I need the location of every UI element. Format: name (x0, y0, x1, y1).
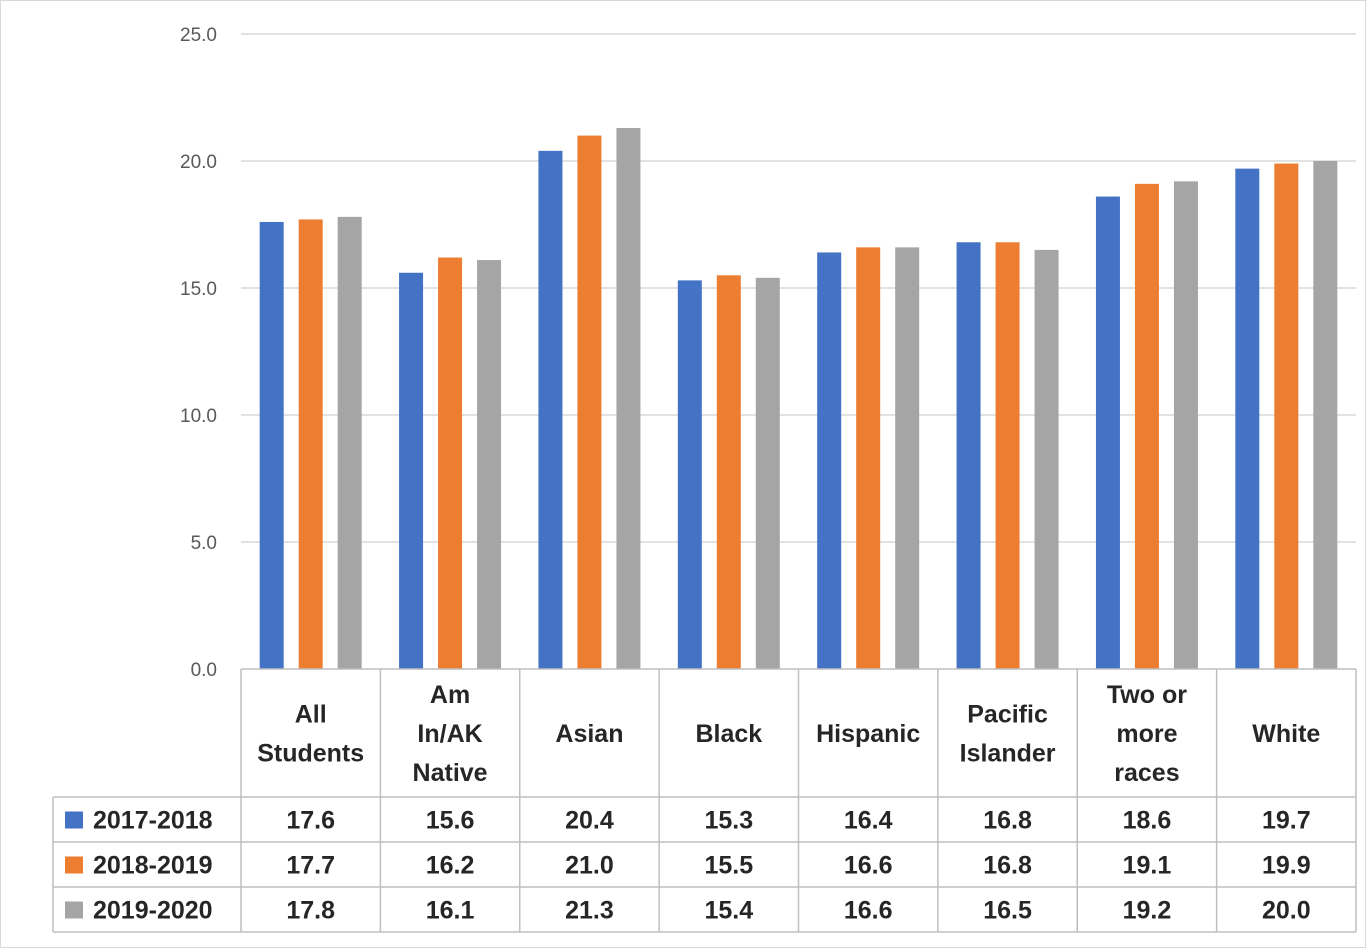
x-tick-label: Hispanic (816, 720, 920, 748)
data-label: 15.4 (704, 897, 753, 925)
y-tick-label: 25.0 (180, 25, 217, 46)
y-tick-label: 15.0 (180, 279, 217, 300)
data-label: 16.2 (426, 852, 475, 880)
data-label: 16.6 (844, 897, 893, 925)
y-tick-label: 5.0 (191, 533, 217, 554)
x-tick-label: White (1252, 720, 1320, 748)
legend-swatch (65, 811, 83, 829)
bar (477, 260, 502, 669)
legend-swatch (65, 856, 83, 874)
y-tick-label: 20.0 (180, 152, 217, 173)
bar (755, 277, 780, 669)
data-label: 17.6 (286, 807, 335, 835)
data-label: 18.6 (1123, 807, 1172, 835)
bar (677, 280, 702, 669)
bar (817, 252, 842, 669)
bar (259, 221, 284, 669)
data-label: 17.8 (286, 897, 335, 925)
data-label: 19.2 (1123, 897, 1172, 925)
data-label: 16.1 (426, 897, 475, 925)
data-label: 17.7 (286, 852, 335, 880)
x-tick-label: more (1116, 720, 1177, 748)
bar (1095, 196, 1120, 669)
x-tick-label: In/AK (417, 720, 482, 748)
data-label: 15.3 (704, 807, 753, 835)
bar (995, 242, 1020, 669)
x-tick-label: races (1114, 759, 1179, 787)
x-tick-label: Asian (555, 720, 623, 748)
y-tick-label: 10.0 (180, 406, 217, 427)
x-tick-label: Am (430, 681, 470, 709)
data-label: 21.0 (565, 852, 614, 880)
bar (438, 257, 463, 669)
bar (956, 242, 981, 669)
data-label: 16.6 (844, 852, 893, 880)
data-label: 16.4 (844, 807, 893, 835)
bar (577, 135, 602, 670)
bar (1274, 163, 1299, 670)
bar (298, 219, 323, 670)
x-tick-label: All (295, 701, 327, 729)
data-label: 20.4 (565, 807, 614, 835)
x-tick-label: Islander (960, 740, 1056, 768)
bar (1173, 181, 1198, 669)
data-label: 16.5 (983, 897, 1032, 925)
x-tick-label: Students (257, 740, 364, 768)
data-label: 15.6 (426, 807, 475, 835)
bar (337, 216, 362, 669)
bar (856, 247, 881, 670)
bar (538, 150, 563, 670)
bar (1235, 168, 1260, 669)
data-label: 19.7 (1262, 807, 1311, 835)
data-label: 16.8 (983, 852, 1032, 880)
bar (1313, 161, 1338, 669)
bar (895, 247, 920, 670)
bar (399, 272, 424, 669)
legend-swatch (65, 901, 83, 919)
data-label: 19.1 (1123, 852, 1172, 880)
data-label: 16.8 (983, 807, 1032, 835)
bar (716, 275, 741, 669)
data-label: 19.9 (1262, 852, 1311, 880)
y-tick-label: 0.0 (191, 660, 217, 681)
x-tick-label: Native (413, 759, 488, 787)
data-label: 20.0 (1262, 897, 1311, 925)
bar (1034, 249, 1059, 669)
bar (616, 127, 641, 670)
bar (1134, 183, 1159, 670)
x-tick-label: Black (695, 720, 762, 748)
legend-label: 2019-2020 (93, 897, 213, 925)
legend-label: 2017-2018 (93, 807, 213, 835)
data-label: 21.3 (565, 897, 614, 925)
x-tick-label: Pacific (967, 701, 1048, 729)
x-tick-label: Two or (1107, 681, 1187, 709)
legend-label: 2018-2019 (93, 852, 213, 880)
data-label: 15.5 (704, 852, 753, 880)
